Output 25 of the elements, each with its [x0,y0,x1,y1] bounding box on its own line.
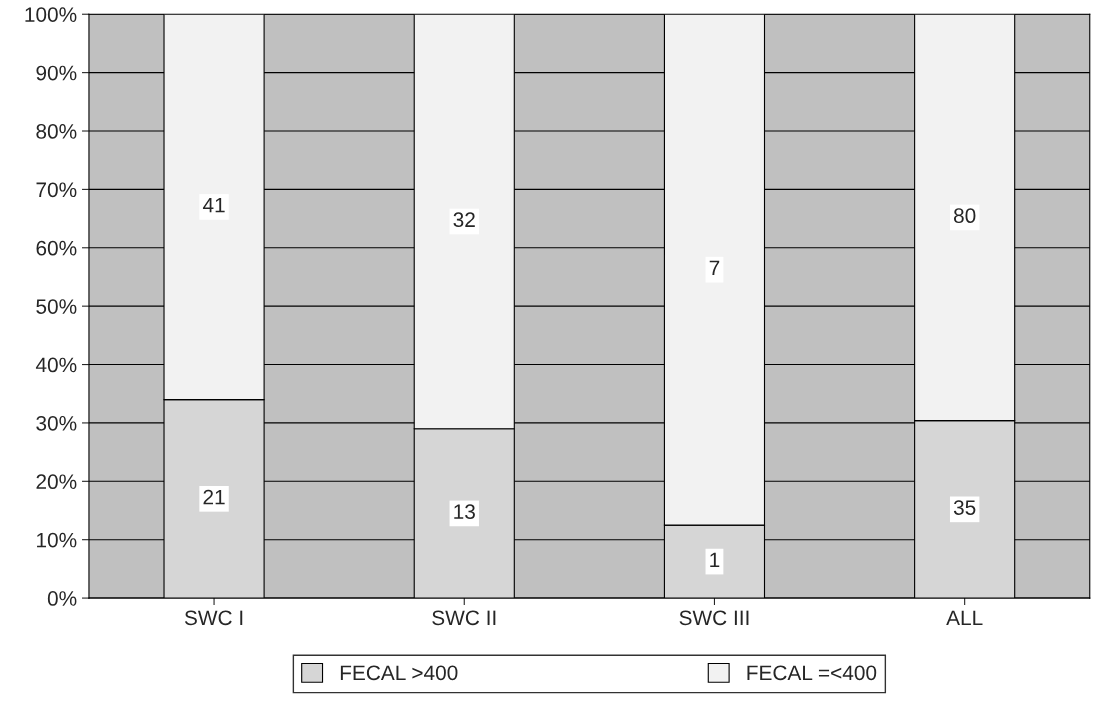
annotation: 7 [709,260,720,276]
annotation: 35 [953,500,976,515]
legend-label: FECAL =<400 [747,665,877,681]
annotation: 13 [454,504,475,520]
y-tick-label: 100% [25,7,77,22]
legend-label: FECAL >400 [340,665,458,681]
y-tick-label: 50% [36,299,77,314]
y-tick-label: 70% [36,182,77,198]
y-tick-label: 0% [47,591,77,606]
x-tick-label: SWC I [184,610,243,626]
annotation: 41 [202,197,225,213]
annotation: 21 [203,489,225,505]
y-tick-label: 80% [36,124,77,139]
x-tick-label: SWC II [432,610,496,626]
x-tick-label: ALL [946,610,983,625]
y-tick-label: 90% [36,65,77,81]
y-tick-label: 60% [36,240,77,256]
annotation: 32 [453,212,475,228]
y-tick-label: 40% [35,357,77,373]
y-tick-label: 20% [36,474,77,490]
annotation: 80 [953,208,976,224]
annotation: 1 [710,552,720,567]
x-tick-label: SWC III [679,610,749,626]
y-tick-label: 10% [37,532,77,548]
y-tick-label: 30% [36,415,77,431]
